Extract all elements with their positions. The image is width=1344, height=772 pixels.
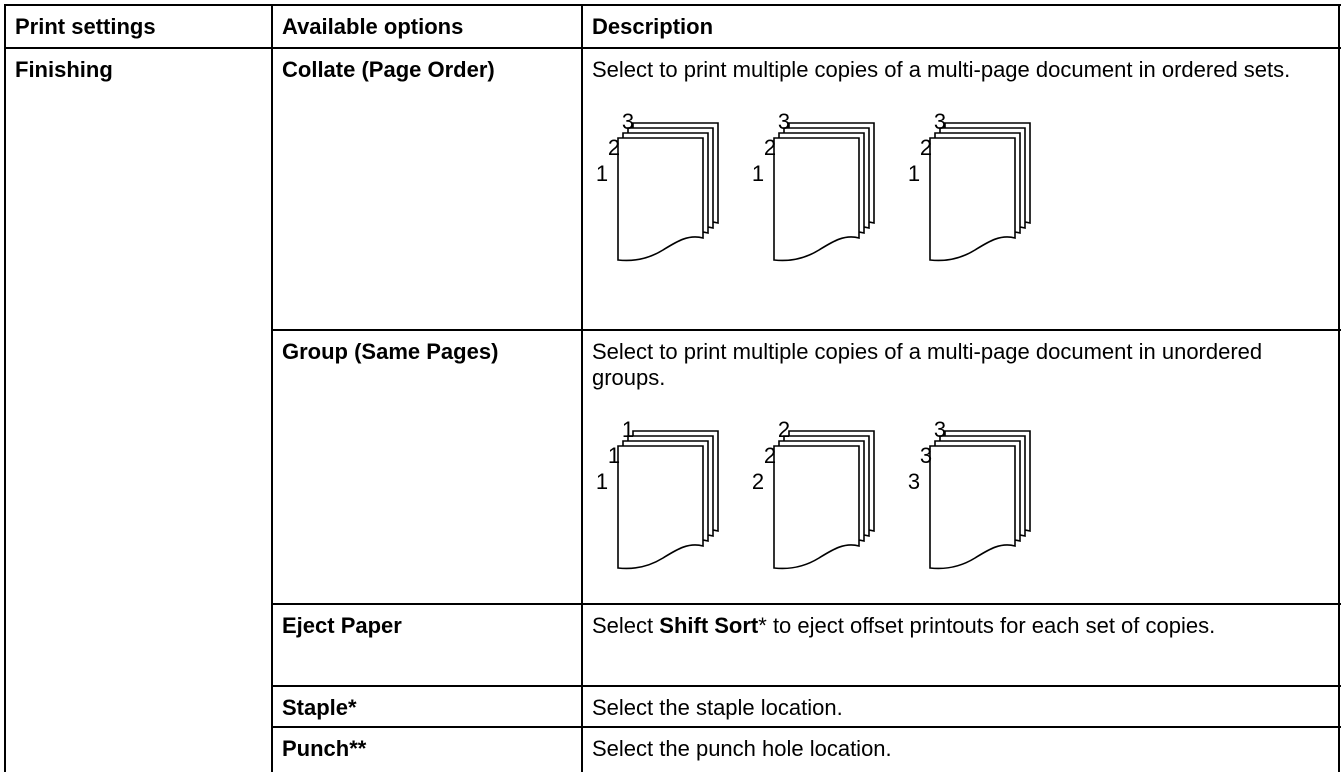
description-text: Shift Sort [659,613,759,638]
page-stack: 123 [908,109,1031,262]
option-cell: Collate (Page Order) [282,57,495,82]
page-number: 2 [764,443,776,468]
page-stack: 333 [908,417,1031,570]
description-cell: Select to print multiple copies of a mul… [582,332,1339,583]
description-cell: Select Shift Sort* to eject offset print… [582,606,1339,646]
option-cell: Punch** [282,736,367,761]
table-border [1338,4,1340,772]
description-cell: Select the staple location. [582,688,1339,728]
page-number: 3 [920,443,932,468]
page-number: 1 [908,161,920,186]
setting-cell: Finishing [15,57,113,82]
page-sheet [929,445,1016,570]
page-stack: 123 [596,109,719,262]
page-sheet [617,445,704,570]
page-sheet [617,137,704,262]
table-border [581,4,583,772]
page-number: 2 [778,417,790,442]
description-text: Select to print multiple copies of a mul… [592,57,1291,82]
option-cell: Group (Same Pages) [282,339,499,364]
page-number: 3 [622,109,634,134]
page-number: 2 [752,469,764,494]
option-cell: Eject Paper [282,613,402,638]
option-cell: Staple* [282,695,357,720]
table-border [271,4,273,772]
page-number: 3 [934,417,946,442]
page-sheet [773,445,860,570]
page-number: 1 [622,417,634,442]
description-text: Select to print multiple copies of a mul… [592,339,1263,390]
description-cell: Select to print multiple copies of a mul… [582,50,1339,275]
page-number: 3 [908,469,920,494]
page-number: 2 [920,135,932,160]
header-cell: Print settings [15,14,156,39]
row-border [272,726,1341,728]
row-border [272,329,1341,331]
table-border [4,4,6,772]
description-text: * to eject offset printouts for each set… [758,613,1216,638]
page-number: 2 [764,135,776,160]
page-number: 1 [596,469,608,494]
description-text: Select [592,613,660,638]
header-cell: Available options [282,14,464,39]
page-stack: 123 [752,109,875,262]
page-number: 2 [608,135,620,160]
description-cell: Select the punch hole location. [582,729,1339,769]
page-number: 1 [608,443,620,468]
page-stack: 111 [596,417,719,570]
page-stack: 222 [752,417,875,570]
page-sheet [773,137,860,262]
page-number: 1 [596,161,608,186]
row-border [272,685,1341,687]
header-cell: Description [592,14,714,39]
page-number: 1 [752,161,764,186]
page-sheet [929,137,1016,262]
table-border [5,47,1341,49]
description-text: Select the staple location. [592,695,843,720]
row-border [272,603,1341,605]
table-border [5,4,1341,6]
page-number: 3 [934,109,946,134]
page-number: 3 [778,109,790,134]
description-text: Select the punch hole location. [592,736,892,761]
